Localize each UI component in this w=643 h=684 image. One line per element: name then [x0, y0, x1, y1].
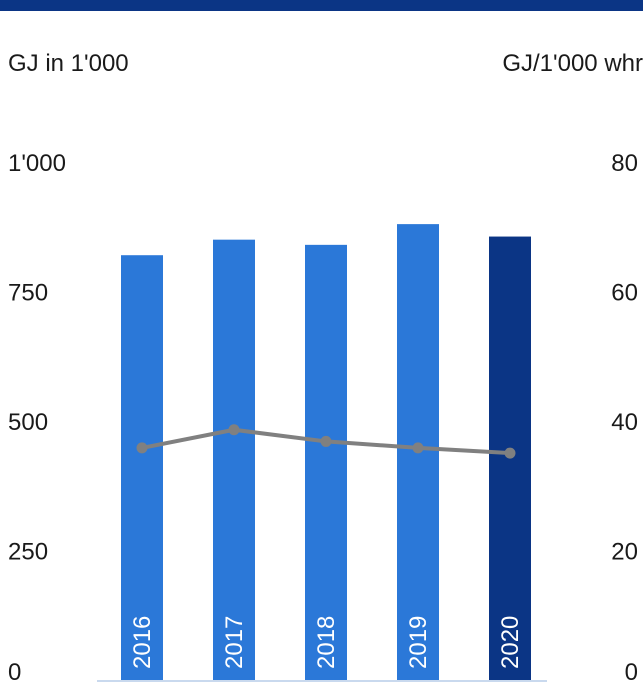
bar-2018 — [305, 244, 347, 681]
right-axis-unit-label: GJ/1'000 whr — [502, 50, 643, 77]
right-tick-label: 0 — [625, 659, 638, 684]
line-point-2020 — [504, 447, 516, 459]
left-tick-label: 750 — [8, 280, 48, 307]
left-axis-unit-label: GJ in 1'000 — [8, 50, 129, 77]
line-point-2017 — [228, 424, 240, 436]
left-tick-label: 250 — [8, 539, 48, 566]
category-label-2019: 2019 — [405, 616, 432, 669]
bar-2017 — [213, 239, 255, 681]
right-tick-label: 40 — [611, 409, 638, 436]
right-tick-label: 80 — [611, 150, 638, 177]
category-label-2020: 2020 — [497, 616, 524, 669]
right-tick-label: 60 — [611, 280, 638, 307]
left-tick-label: 500 — [8, 409, 48, 436]
top-rule — [0, 0, 643, 11]
category-labels: 2016 2017 2018 2019 2020 — [129, 616, 524, 669]
right-axis: 0 20 40 60 80 — [611, 150, 638, 684]
line-series — [136, 424, 516, 459]
bar-2020 — [489, 236, 531, 681]
line-point-2016 — [136, 442, 148, 454]
category-label-2018: 2018 — [313, 616, 340, 669]
left-axis: 0 250 500 750 1'000 — [8, 150, 66, 684]
left-tick-label: 1'000 — [8, 150, 66, 177]
right-tick-label: 20 — [611, 539, 638, 566]
category-label-2017: 2017 — [221, 616, 248, 669]
line-point-2018 — [320, 435, 332, 447]
left-tick-label: 0 — [8, 659, 21, 684]
bar-series — [121, 224, 531, 682]
line-point-2019 — [412, 442, 424, 454]
bar-2016 — [121, 255, 163, 682]
category-label-2016: 2016 — [129, 616, 156, 669]
